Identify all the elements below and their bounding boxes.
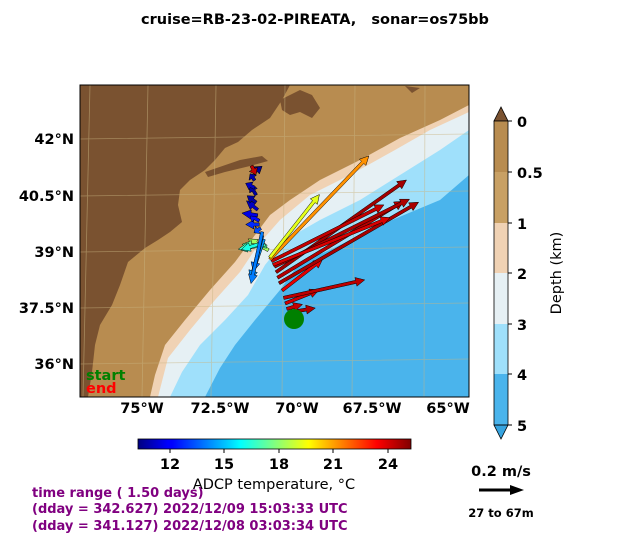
legend-end: end: [86, 381, 117, 397]
lat-tick: 37.5°N: [19, 301, 74, 317]
long-island: [205, 156, 268, 177]
depth-tick: 1: [517, 217, 527, 233]
cape-cod: [280, 90, 320, 118]
colorbar-ticks: [508, 120, 512, 426]
colorbar-band: [494, 172, 508, 223]
temp-colorbar-ticks: [169, 449, 389, 453]
track-start-marker: [284, 309, 304, 329]
land: [80, 85, 290, 397]
current-vector: [272, 216, 391, 267]
scale-label: 0.2 m/s: [471, 464, 531, 480]
current-vector: [283, 277, 366, 300]
scale-arrow-icon: [479, 485, 524, 495]
colorbar-bottom-extend: [493, 424, 509, 440]
lon-tick: 75°W: [120, 401, 163, 417]
depth-tick: 0.5: [517, 166, 543, 182]
current-vector: [270, 204, 385, 263]
current-vector: [253, 225, 262, 235]
current-vector: [285, 302, 304, 312]
current-vectors: [237, 155, 420, 315]
current-vector: [246, 195, 258, 205]
lat-tick: 36°N: [34, 357, 74, 373]
island-north: [405, 86, 420, 93]
current-vector: [248, 231, 265, 285]
current-vector: [268, 194, 320, 259]
depth-tick: 4: [517, 368, 527, 384]
colorbar-band: [494, 273, 508, 324]
depth-colorbar: 0 0.5 1 2 3 4 5 Depth (km): [493, 106, 565, 440]
colorbar-band: [494, 374, 508, 425]
lat-tick: 42°N: [34, 132, 74, 148]
lon-tick: 67.5°W: [342, 401, 401, 417]
lat-tick: 40.5°N: [19, 189, 74, 205]
current-vector: [245, 200, 260, 212]
temp-tick: 15: [214, 457, 234, 473]
depth-tick: 5: [517, 419, 527, 435]
colorbar-band: [494, 121, 508, 172]
depth-tick: 3: [517, 318, 527, 334]
temp-colorbar-label: ADCP temperature, °C: [193, 477, 355, 493]
lat-tick: 39°N: [34, 245, 74, 261]
map-frame: [79, 84, 470, 398]
depth-tick: 2: [517, 267, 527, 283]
temp-tick: 24: [378, 457, 398, 473]
lon-tick: 65°W: [426, 401, 469, 417]
depth-tick: 0: [517, 115, 527, 131]
depth-range: 27 to 67m: [468, 506, 534, 520]
depth-colorbar-label: Depth (km): [549, 232, 565, 315]
temp-colorbar-bar: [137, 438, 412, 450]
legend-start: start: [86, 368, 125, 384]
colorbar-band: [494, 223, 508, 273]
current-vector: [248, 164, 258, 176]
current-vector: [241, 209, 259, 220]
current-vector: [276, 200, 405, 280]
colorbar-band: [494, 324, 508, 374]
time-end: (dday = 342.627) 2022/12/09 15:03:33 UTC: [32, 502, 348, 517]
time-range: time range ( 1.50 days): [32, 486, 204, 501]
lon-tick: 70°W: [275, 401, 318, 417]
current-vector: [245, 219, 260, 230]
time-start: (dday = 341.127) 2022/12/08 03:03:34 UTC: [32, 519, 348, 534]
current-vector: [245, 181, 256, 191]
colorbar-top-extend: [493, 106, 509, 122]
temperature-colorbar: 12 15 18 21 24 ADCP temperature, °C: [137, 438, 412, 493]
lon-tick: 72.5°W: [190, 401, 249, 417]
map-plot: [80, 85, 469, 397]
figure-title: cruise=RB-23-02-PIREATA, sonar=os75bb: [141, 12, 489, 28]
temp-tick: 12: [160, 457, 180, 473]
temp-tick: 18: [269, 457, 289, 473]
current-vector: [248, 173, 258, 182]
temp-tick: 21: [323, 457, 343, 473]
